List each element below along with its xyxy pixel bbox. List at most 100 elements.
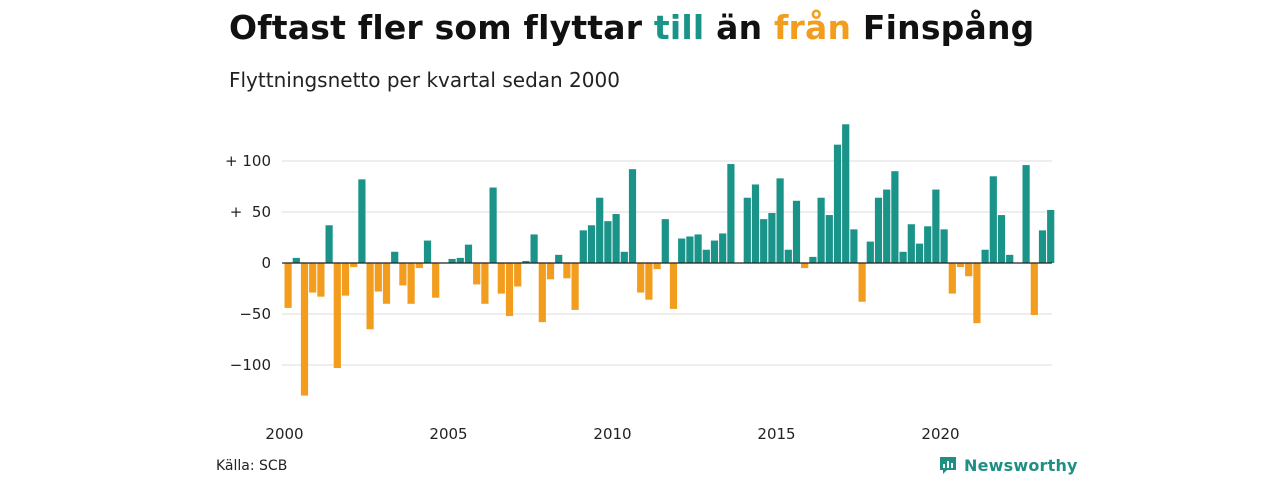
- bar: [751, 184, 760, 263]
- bar: [915, 243, 924, 263]
- bar: [784, 249, 792, 263]
- bar: [981, 249, 989, 263]
- bar: [825, 215, 833, 263]
- bar: [842, 124, 850, 263]
- x-tick-label: 2000: [265, 425, 303, 443]
- bar: [891, 171, 899, 263]
- bar: [341, 263, 350, 296]
- bar: [973, 263, 981, 324]
- bar: [694, 234, 702, 263]
- bar: [768, 213, 776, 263]
- x-tick-label: 2015: [757, 425, 795, 443]
- bar: [464, 244, 473, 263]
- bar: [587, 225, 596, 263]
- bar: [555, 254, 563, 263]
- bar: [760, 219, 768, 263]
- bar: [522, 260, 530, 263]
- bar: [563, 263, 571, 279]
- bar: [866, 241, 874, 263]
- y-tick-label: + 50: [230, 203, 271, 221]
- bar: [686, 236, 694, 263]
- bar: [358, 179, 366, 263]
- bar: [489, 187, 497, 263]
- bar: [628, 169, 637, 263]
- title-part-3: Finspång: [851, 8, 1035, 47]
- y-tick-label: 0: [261, 254, 271, 272]
- bar: [669, 263, 678, 309]
- bar: [481, 263, 489, 304]
- bar: [948, 263, 956, 294]
- bar: [350, 263, 358, 268]
- bar: [300, 263, 309, 396]
- bar: [850, 229, 858, 263]
- bar: [637, 263, 645, 293]
- bar: [809, 256, 817, 263]
- bar: [407, 263, 415, 304]
- bar: [374, 263, 382, 292]
- bar: [596, 197, 604, 263]
- bar: [997, 215, 1006, 263]
- newsworthy-logo-icon: [940, 457, 956, 474]
- bar: [497, 263, 505, 294]
- bar: [940, 229, 948, 263]
- bar: [366, 263, 374, 330]
- bar: [546, 263, 555, 280]
- bar: [653, 263, 661, 270]
- bar: [579, 230, 587, 263]
- bar: [538, 263, 546, 323]
- brand-logo[interactable]: Newsworthy: [938, 455, 1078, 475]
- bar: [432, 263, 440, 298]
- bar: [924, 226, 932, 263]
- title-part-2: än: [704, 8, 774, 47]
- bar: [883, 189, 891, 263]
- bar: [907, 224, 915, 263]
- bar: [858, 263, 866, 302]
- chart-title: Oftast fler som flyttar till än från Fin…: [229, 8, 1034, 47]
- x-tick-label: 2010: [593, 425, 631, 443]
- y-tick-label: −100: [230, 356, 271, 374]
- bar: [678, 238, 686, 263]
- source-label: Källa: SCB: [216, 458, 288, 474]
- bar: [620, 251, 628, 263]
- title-part-1: Oftast fler som flyttar: [229, 8, 654, 47]
- bar: [415, 263, 423, 269]
- title-fran: från: [773, 8, 852, 47]
- bar: [382, 263, 391, 304]
- x-tick-label: 2005: [429, 425, 467, 443]
- brand-name: Newsworthy: [964, 455, 1078, 475]
- bar: [284, 263, 292, 308]
- bar: [743, 197, 751, 263]
- y-tick-label: + 100: [225, 152, 271, 170]
- bar: [719, 233, 727, 263]
- bar: [1047, 209, 1055, 263]
- bar: [399, 263, 407, 286]
- bar: [965, 263, 973, 277]
- bar: [710, 240, 719, 263]
- bar: [571, 263, 579, 310]
- bar: [333, 263, 341, 369]
- bar: [833, 144, 842, 263]
- bar: [309, 263, 317, 293]
- bar: [776, 178, 784, 263]
- bar: [505, 263, 514, 317]
- bar: [325, 225, 333, 263]
- bar: [874, 197, 883, 263]
- bar: [423, 240, 432, 263]
- bar: [1038, 230, 1047, 263]
- bar: [292, 257, 300, 263]
- bar: [792, 200, 801, 263]
- title-till: till: [653, 8, 705, 47]
- bar: [932, 189, 940, 263]
- bar: [1022, 165, 1030, 263]
- bar-chart: + 100 + 50 0 −50 −100 2000 2005 2010 2015 2020: [225, 124, 1055, 443]
- bar: [604, 221, 612, 263]
- bar: [727, 164, 735, 263]
- bar: [817, 197, 825, 263]
- bar: [612, 214, 620, 263]
- bar: [473, 263, 481, 285]
- bar: [317, 263, 325, 297]
- bar: [530, 234, 538, 263]
- y-tick-label: −50: [239, 305, 271, 323]
- bar: [956, 263, 965, 268]
- bar: [989, 176, 997, 263]
